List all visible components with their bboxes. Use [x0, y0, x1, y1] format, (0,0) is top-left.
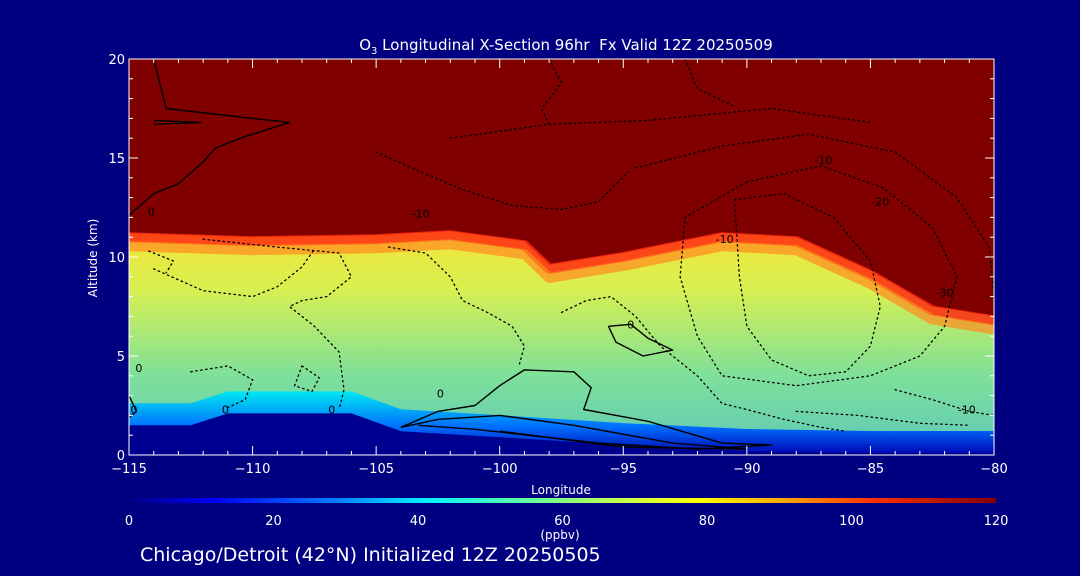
dotted-contour-line	[293, 365, 321, 393]
tropopause-inner-edge	[129, 239, 994, 335]
colorbar-tick-label: 100	[839, 514, 864, 529]
contour-label: 0	[627, 318, 634, 331]
colorbar	[129, 498, 996, 503]
y-tick-label: 10	[108, 251, 125, 266]
contour-label: -10	[815, 154, 833, 167]
x-tick-label: −85	[857, 462, 884, 477]
dotted-contour-line	[153, 248, 316, 298]
surface-floor-region	[129, 413, 994, 455]
colorbar-tick-label: 60	[554, 514, 571, 529]
y-axis-label: Altitude (km)	[86, 219, 100, 298]
contour-label: 0	[222, 403, 229, 416]
x-tick-label: −115	[111, 462, 147, 477]
dotted-contour-line	[375, 151, 629, 211]
contour-label: -10	[412, 207, 430, 220]
colorbar-tick-label: 20	[265, 514, 282, 529]
contour-label: 0	[148, 205, 155, 218]
colorbar-label: (ppbv)	[540, 528, 579, 542]
x-axis-label: Longitude	[531, 483, 591, 497]
contour-label: 0	[437, 388, 444, 401]
contour-label: -10	[716, 233, 734, 246]
colorbar-ticks: 0 20 40 60 80 100 120	[125, 514, 1009, 529]
dotted-contour-line	[634, 133, 994, 298]
zero-contour-line	[400, 369, 773, 450]
zero-contour-line	[400, 414, 748, 450]
dotted-contour-line	[679, 165, 958, 387]
dotted-contour-line	[560, 295, 847, 432]
zero-contour-line	[607, 323, 674, 357]
contour-label: 0	[130, 403, 137, 416]
dotted-contour-group	[148, 59, 994, 432]
chart-title: O3 Longitudinal X-Section 96hr Fx Valid …	[359, 36, 773, 57]
contour-label: -10	[958, 403, 976, 416]
y-tick-label: 15	[108, 152, 125, 167]
stratosphere-ozone-region	[129, 59, 994, 317]
x-tick-label: −80	[980, 462, 1007, 477]
x-axis-ticks: −115 −110 −105 −100 −95 −90 −85 −80	[111, 59, 1008, 477]
zero-contour-line	[129, 59, 291, 216]
dotted-contour-line	[190, 365, 254, 409]
x-tick-label: −105	[358, 462, 394, 477]
dotted-contour-line	[894, 389, 994, 417]
contour-label-group: 0 -10 -10 -20 -10 -30 0 0 0 0 0 0 -10	[130, 154, 975, 417]
y-tick-label: 20	[108, 53, 125, 68]
dotted-contour-line	[795, 410, 970, 426]
zero-contour-line	[153, 119, 202, 125]
title-rest: Longitudinal X-Section 96hr Fx Valid 12Z…	[377, 36, 772, 54]
contour-label: -20	[871, 196, 889, 209]
x-tick-label: −100	[482, 462, 518, 477]
y-tick-label: 0	[117, 449, 125, 464]
dotted-contour-line	[202, 238, 353, 411]
x-tick-label: −90	[733, 462, 760, 477]
dotted-contour-line	[449, 107, 872, 139]
dotted-contour-line	[148, 250, 175, 274]
contour-label: -30	[936, 287, 954, 300]
colorbar-tick-label: 80	[699, 514, 716, 529]
y-tick-label: 5	[117, 350, 125, 365]
colorbar-tick-label: 0	[125, 514, 133, 529]
tropopause-gradient-edge	[129, 230, 994, 326]
colorbar-tick-label: 40	[410, 514, 427, 529]
chart-subtitle: Chicago/Detroit (42°N) Initialized 12Z 2…	[140, 544, 601, 566]
colorbar-tick-label: 120	[984, 514, 1009, 529]
dotted-contour-line	[733, 192, 881, 377]
contour-label: 0	[135, 362, 142, 375]
x-tick-label: −110	[235, 462, 271, 477]
title-prefix: O	[359, 36, 371, 54]
title-subscript: 3	[371, 46, 377, 57]
contour-label: 0	[328, 403, 335, 416]
plot-area: 0 -10 -10 -20 -10 -30 0 0 0 0 0 0 -10	[129, 59, 994, 455]
dotted-contour-line	[684, 59, 736, 108]
x-tick-label: −95	[610, 462, 637, 477]
